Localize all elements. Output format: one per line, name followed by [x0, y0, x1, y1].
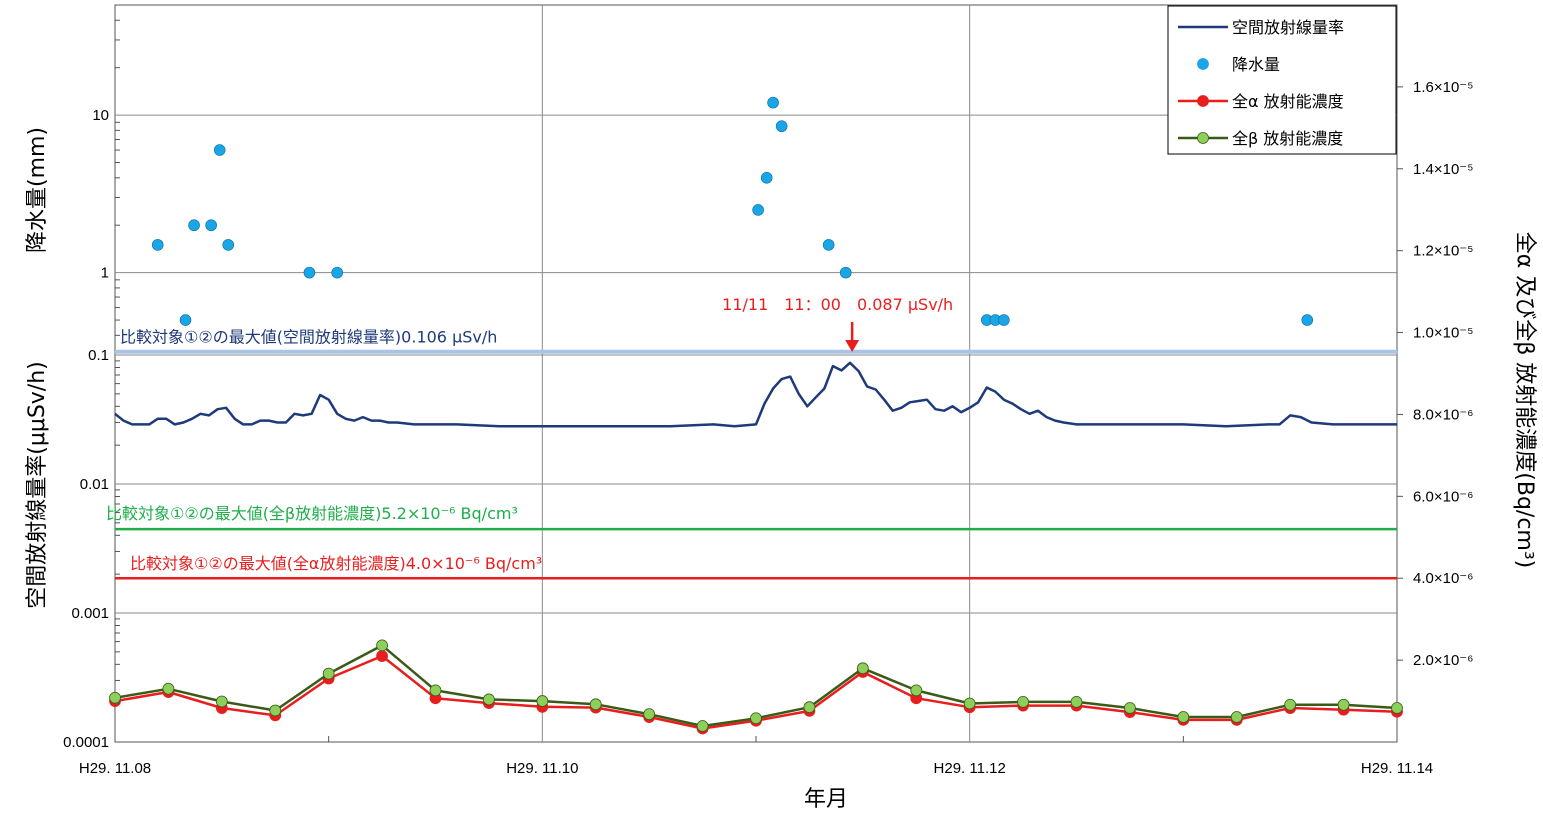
concentration-point [215, 695, 228, 708]
concentration-point [1230, 711, 1243, 723]
conc-tick-label: 8.0×10⁻⁶ [1413, 406, 1473, 423]
legend-swatch-dot [1197, 95, 1209, 107]
x-tick-label: H29. 11.12 [934, 760, 1006, 777]
conc-tick-label: 1.2×10⁻⁵ [1413, 243, 1473, 260]
precip-tick-label: 10 [92, 107, 109, 124]
x-axis-title: 年月 [804, 787, 848, 812]
x-tick-label: H29. 11.10 [506, 760, 578, 777]
legend-label: 降水量 [1232, 55, 1280, 74]
legend-swatch-dot [1197, 58, 1209, 70]
concentration-point [589, 698, 602, 711]
conc-tick-label: 1.4×10⁻⁵ [1413, 161, 1473, 178]
concentration-point [162, 682, 175, 695]
concentration-point [750, 712, 762, 725]
concentration-point [696, 720, 709, 732]
conc-tick-label: 6.0×10⁻⁶ [1413, 488, 1473, 505]
concentration-point [109, 691, 121, 704]
legend-label: 全β 放射能濃度 [1232, 129, 1343, 148]
y-axis-title-precip: 降水量(mm) [25, 127, 50, 253]
y-axis-title-dose: 空間放射線量率(μμSv/h) [25, 361, 50, 609]
precip-point [1301, 314, 1314, 326]
concentration-point [1337, 698, 1350, 711]
concentration-point [910, 684, 923, 697]
series-3 [109, 639, 1403, 732]
reference-line-label: 比較対象①②の最大値(全β放射能濃度)5.2×10⁻⁶ Bq/cm³ [106, 504, 518, 523]
precip-point [303, 266, 316, 279]
concentration-point [322, 667, 335, 680]
series-1 [114, 361, 1397, 428]
concentration-point [963, 697, 976, 710]
concentration-point [376, 650, 388, 662]
precip-point [179, 314, 192, 326]
reference-lines: 比較対象①②の最大値(空間放射線量率)0.106 μSv/h 比較対象①②の最大値… [106, 328, 1397, 580]
peak-arrow-head [845, 340, 860, 352]
conc-tick-label: 1.6×10⁻⁵ [1413, 79, 1473, 96]
concentration-point [1124, 702, 1136, 714]
precip-point [205, 219, 217, 232]
precip-point [767, 96, 779, 109]
precip-point [760, 171, 773, 184]
ticks: H29. 11.08 H29. 11.10 H29. 11.12 H29. 11.14… [63, 4, 1473, 777]
x-tick-label: H29. 11.08 [79, 760, 151, 777]
dose-tick-label: 0.1 [88, 347, 109, 364]
concentration-point [483, 693, 495, 706]
precip-point [998, 314, 1010, 326]
precip-point [822, 239, 835, 251]
legend-label: 全α 放射能濃度 [1232, 92, 1344, 111]
series-layer [109, 96, 1403, 735]
x-tick-label: H29. 11.14 [1361, 760, 1433, 777]
concentration-point [429, 684, 442, 697]
annotations: 11/11 11：00 0.087 μSv/h [722, 295, 953, 352]
legend-swatch-dot [1197, 132, 1209, 144]
concentration-point [1284, 698, 1297, 711]
conc-tick-label: 2.0×10⁻⁶ [1413, 652, 1473, 669]
concentration-point [269, 704, 282, 717]
y-axis-title-conc: 全α 及び全β 放射能濃度(Bq/cm³) [1512, 232, 1537, 569]
concentration-point [1391, 702, 1403, 714]
concentration-point [856, 662, 869, 675]
concentration-point [536, 695, 549, 707]
dose-tick-label: 0.001 [71, 605, 109, 622]
concentration-point [643, 708, 656, 721]
concentration-point [1177, 711, 1190, 723]
dose-rate-line [114, 361, 1397, 428]
concentration-point [803, 701, 816, 714]
concentration-point [1017, 695, 1029, 708]
precip-point [752, 204, 764, 216]
legend-label: 空間放射線量率 [1232, 18, 1344, 37]
conc-tick-label: 4.0×10⁻⁶ [1413, 570, 1473, 587]
dose-tick-label: 0.01 [80, 476, 109, 493]
precip-tick-label: 1 [101, 265, 109, 282]
precip-point [775, 120, 788, 133]
reference-line-label: 比較対象①②の最大値(全α放射能濃度)4.0×10⁻⁶ Bq/cm³ [130, 554, 542, 573]
grid [115, 5, 1397, 742]
concentration-point [1070, 695, 1083, 708]
precip-point [188, 219, 200, 232]
precip-point [151, 239, 164, 251]
conc-tick-label: 1.0×10⁻⁵ [1413, 325, 1473, 342]
legend-box [1167, 5, 1397, 155]
reference-line-label: 比較対象①②の最大値(空間放射線量率)0.106 μSv/h [120, 328, 497, 347]
peak-annotation-label: 11/11 11：00 0.087 μSv/h [722, 295, 953, 314]
precip-point [331, 266, 344, 279]
precip-point [222, 239, 235, 251]
precip-point [839, 266, 852, 279]
concentration-point [376, 639, 388, 652]
dose-tick-label: 0.0001 [63, 734, 109, 751]
precip-point [213, 144, 226, 156]
series-0 [151, 96, 1314, 326]
